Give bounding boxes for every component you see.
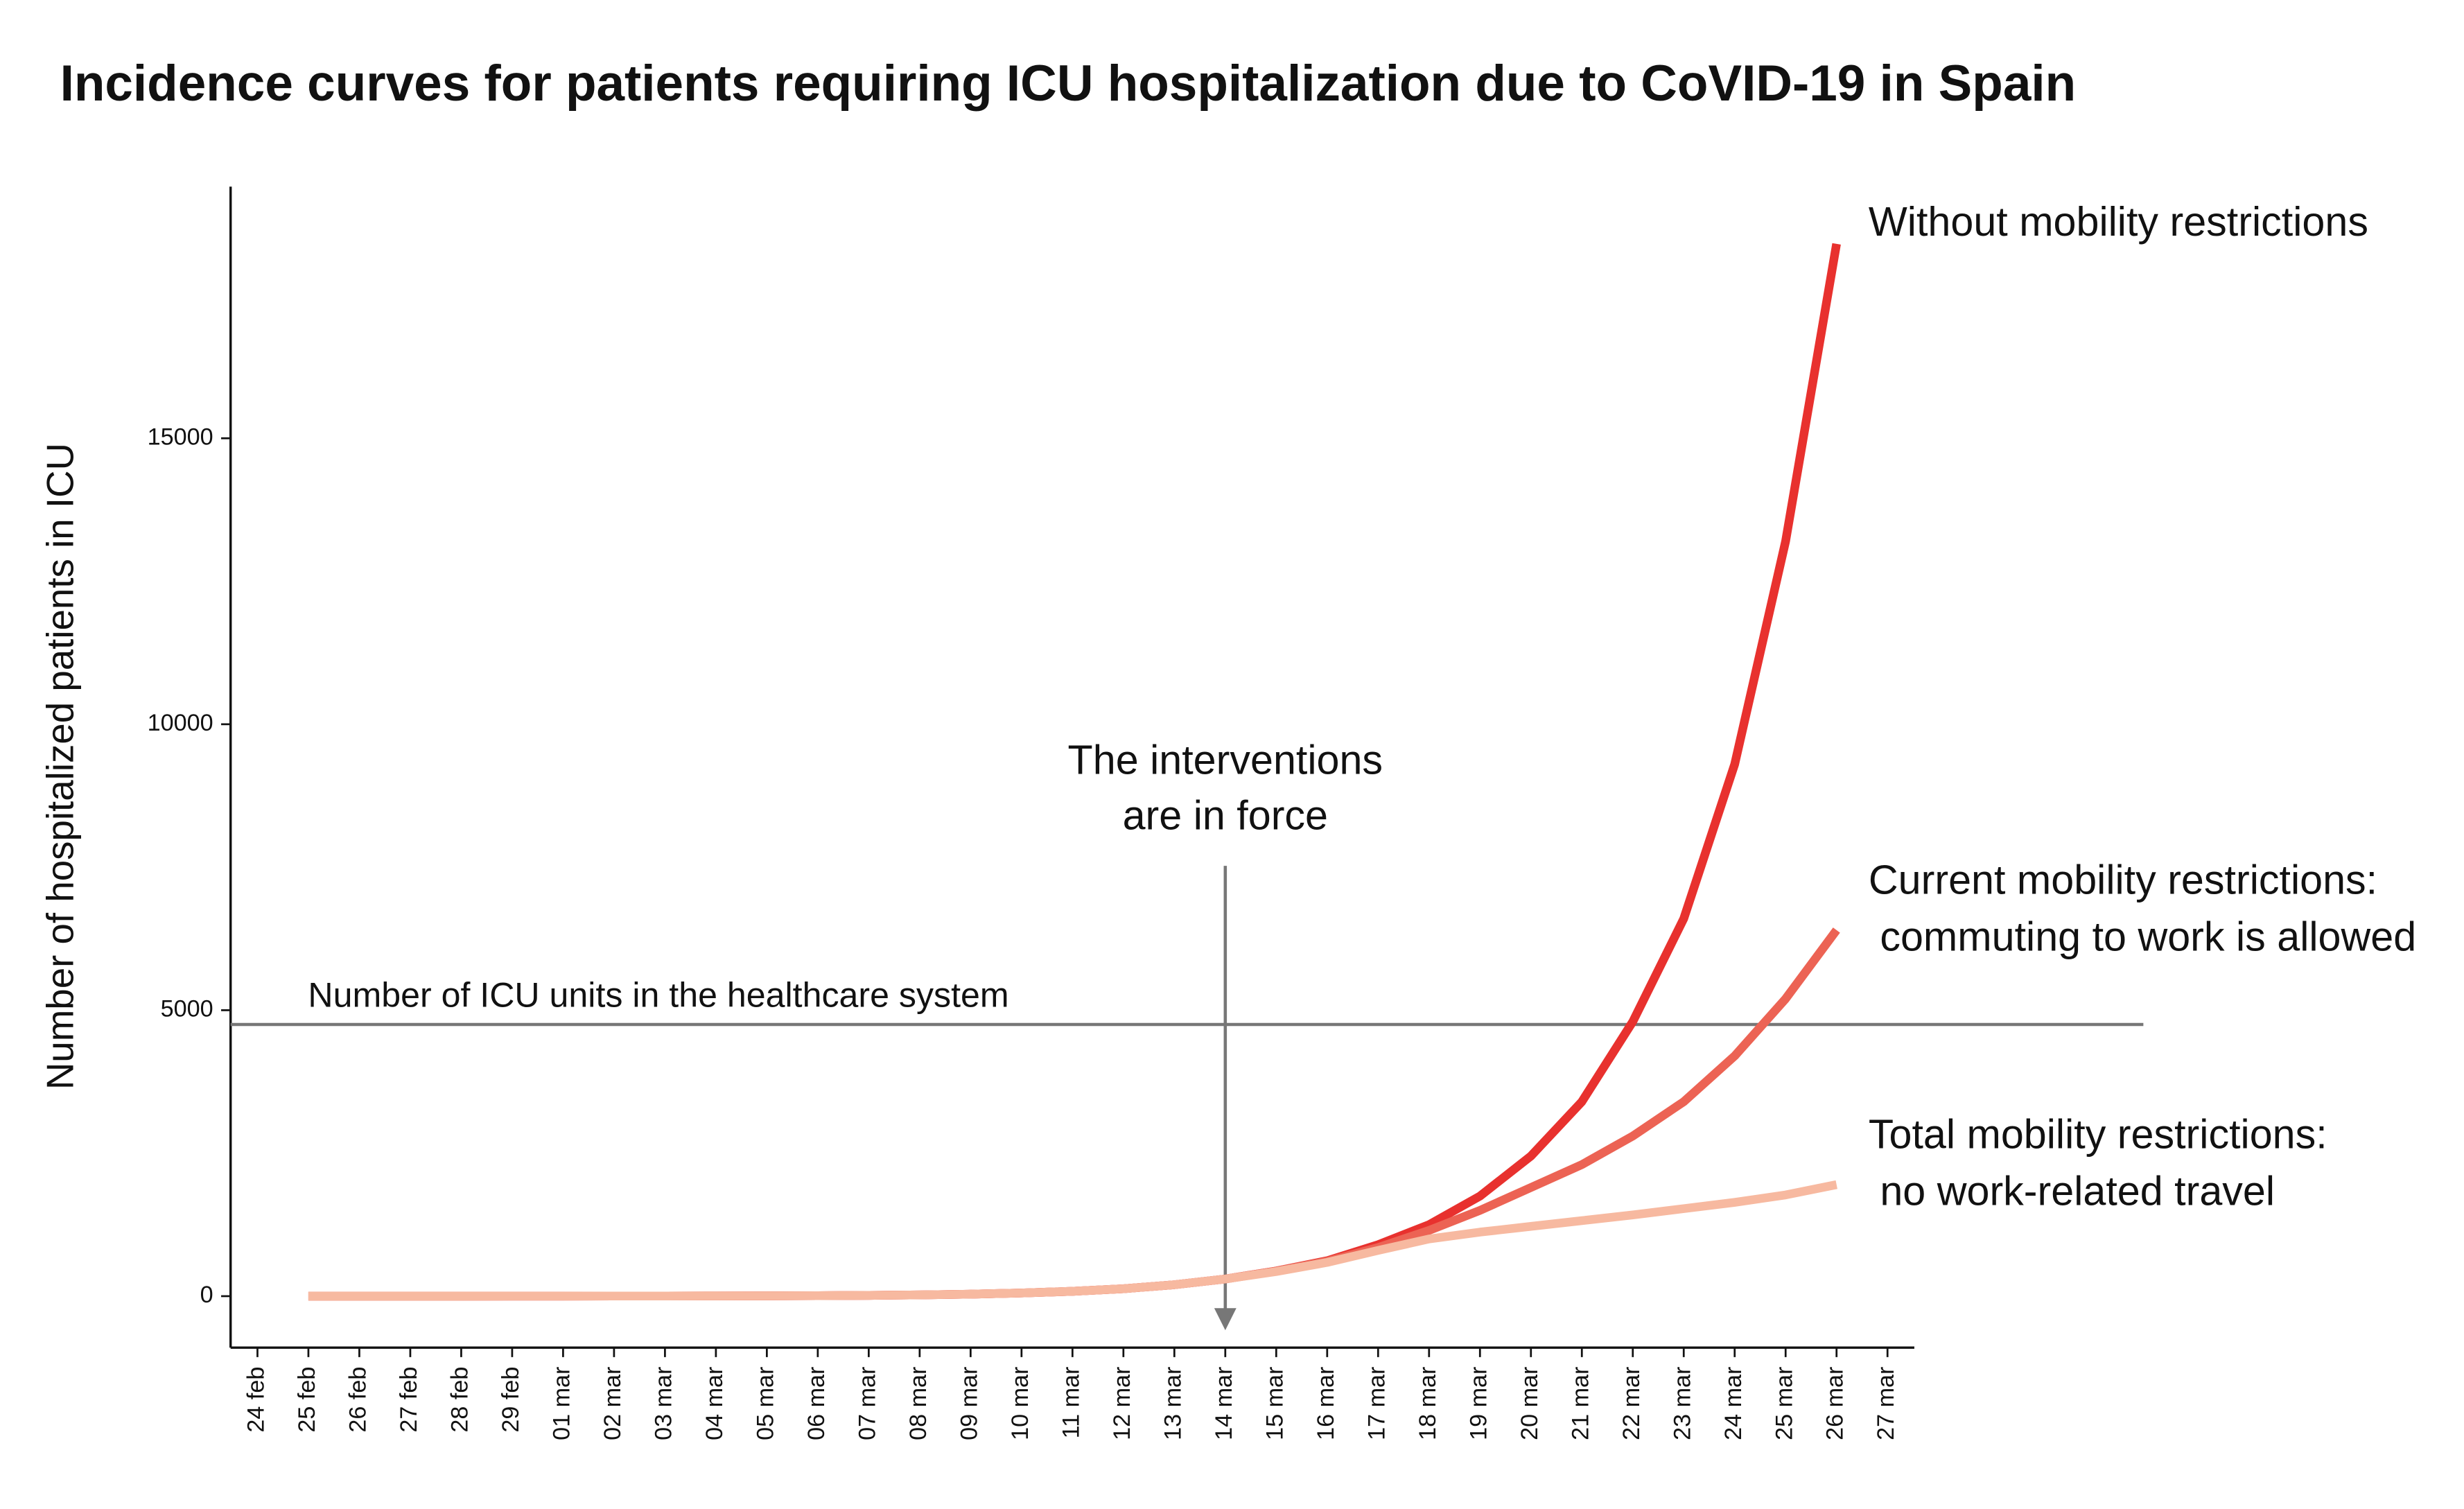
y-axis-label: Number of hospitalized patients in ICU: [39, 443, 82, 1090]
x-tick-label: 14 mar: [1211, 1367, 1237, 1440]
x-tick-label: 10 mar: [1007, 1367, 1033, 1440]
x-tick-label: 25 mar: [1771, 1367, 1797, 1440]
x-tick-label: 25 feb: [294, 1367, 320, 1433]
x-tick-label: 27 mar: [1873, 1367, 1899, 1440]
x-tick-label: 12 mar: [1109, 1367, 1135, 1440]
y-tick-label: 0: [200, 1282, 213, 1308]
x-tick-label: 22 mar: [1618, 1367, 1645, 1440]
x-tick-label: 15 mar: [1261, 1367, 1288, 1440]
x-tick-label: 04 mar: [701, 1367, 728, 1440]
x-tick-label: 08 mar: [905, 1367, 932, 1440]
y-tick-label: 10000: [148, 710, 213, 736]
x-tick-label: 05 mar: [752, 1367, 778, 1440]
x-tick-label: 20 mar: [1517, 1367, 1543, 1440]
x-tick-label: 28 feb: [446, 1367, 473, 1433]
x-tick-label: 17 mar: [1363, 1367, 1390, 1440]
x-tick-label: 18 mar: [1415, 1367, 1441, 1440]
x-tick-label: 02 mar: [600, 1367, 626, 1440]
annotation-arrowhead: [1214, 1308, 1237, 1331]
x-tick-label: 29 feb: [498, 1367, 524, 1433]
series-line: [308, 1180, 1837, 1301]
x-tick-label: 07 mar: [854, 1367, 880, 1440]
x-tick-label: 24 mar: [1720, 1367, 1747, 1440]
y-tick-label: 15000: [148, 424, 213, 450]
series-label-line: Current mobility restrictions:: [1869, 856, 2377, 902]
series-label-line: no work-related travel: [1869, 1167, 2275, 1214]
annotation-text: are in force: [1123, 792, 1328, 838]
x-tick-label: 09 mar: [956, 1367, 982, 1440]
x-tick-label: 03 mar: [650, 1367, 676, 1440]
x-tick-label: 27 feb: [396, 1367, 422, 1433]
series-label-line: Total mobility restrictions:: [1869, 1110, 2327, 1157]
annotation-text: The interventions: [1068, 737, 1383, 783]
series-label: Current mobility restrictions: commuting…: [1869, 856, 2416, 959]
x-tick-label: 13 mar: [1160, 1367, 1186, 1440]
y-tick-label: 5000: [161, 995, 213, 1022]
x-tick-label: 19 mar: [1465, 1367, 1492, 1440]
x-tick-label: 24 feb: [243, 1367, 269, 1433]
x-tick-label: 26 mar: [1822, 1367, 1849, 1440]
chart-title: Incidence curves for patients requiring …: [60, 55, 2077, 112]
x-tick-label: 06 mar: [803, 1367, 830, 1440]
x-tick-label: 26 feb: [344, 1367, 371, 1433]
x-tick-label: 21 mar: [1567, 1367, 1593, 1440]
series-label: Total mobility restrictions: no work-rel…: [1869, 1110, 2327, 1214]
x-tick-label: 11 mar: [1058, 1367, 1084, 1439]
series-label-line: commuting to work is allowed: [1869, 913, 2416, 959]
x-tick-label: 23 mar: [1669, 1367, 1695, 1440]
series-label: Without mobility restrictions: [1869, 198, 2368, 245]
x-tick-label: 01 mar: [548, 1367, 575, 1440]
x-tick-label: 16 mar: [1313, 1367, 1339, 1440]
reference-line-label: Number of ICU units in the healthcare sy…: [308, 976, 1008, 1015]
